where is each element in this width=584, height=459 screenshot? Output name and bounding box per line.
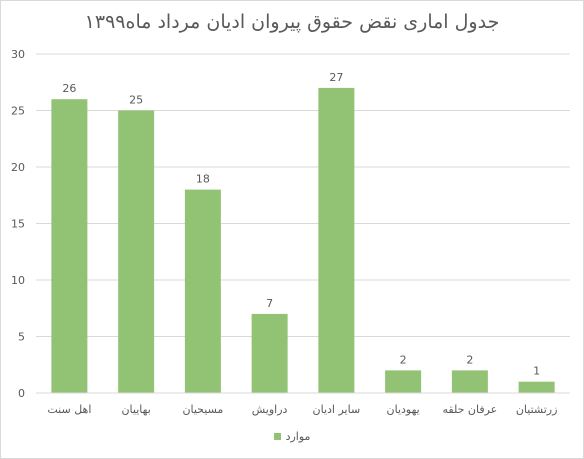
- x-tick-label: مسیحیان: [182, 403, 223, 416]
- y-tick-label: 0: [18, 387, 25, 400]
- chart-legend: موارد: [1, 430, 583, 443]
- data-label: 26: [62, 82, 76, 95]
- bar: [51, 99, 88, 393]
- bar: [251, 313, 288, 393]
- x-tick-label: بهاییان: [121, 403, 150, 416]
- y-tick-label: 25: [11, 105, 25, 118]
- bar: [451, 370, 488, 393]
- data-label: 2: [466, 353, 473, 366]
- y-tick-label: 15: [11, 218, 25, 231]
- data-label: 2: [400, 353, 407, 366]
- data-label: 1: [533, 365, 540, 378]
- legend-swatch: [273, 433, 281, 440]
- y-tick-label: 5: [18, 331, 25, 344]
- data-label: 18: [196, 173, 210, 186]
- data-label: 27: [329, 71, 343, 84]
- bar: [184, 189, 221, 393]
- y-tick-label: 30: [11, 48, 25, 61]
- legend-label: موارد: [285, 430, 311, 443]
- y-tick-label: 20: [11, 161, 25, 174]
- bar: [118, 110, 155, 393]
- data-label: 25: [129, 94, 143, 107]
- chart-title: جدول اماری نقض حقوق پیروان ادیان مرداد م…: [84, 11, 500, 33]
- bar: [318, 87, 355, 394]
- bar: [518, 381, 555, 393]
- y-tick-label: 10: [11, 274, 25, 287]
- x-tick-label: دراویش: [252, 403, 288, 416]
- x-tick-label: زرتشتیان: [516, 403, 558, 416]
- data-label: 7: [266, 297, 273, 310]
- x-tick-label: عرفان حلقه: [443, 403, 498, 416]
- bar: [385, 370, 422, 393]
- x-tick-label: اهل سنت: [47, 403, 91, 416]
- x-tick-label: یهودیان: [387, 403, 420, 416]
- x-tick-label: سایر ادیان: [313, 403, 361, 416]
